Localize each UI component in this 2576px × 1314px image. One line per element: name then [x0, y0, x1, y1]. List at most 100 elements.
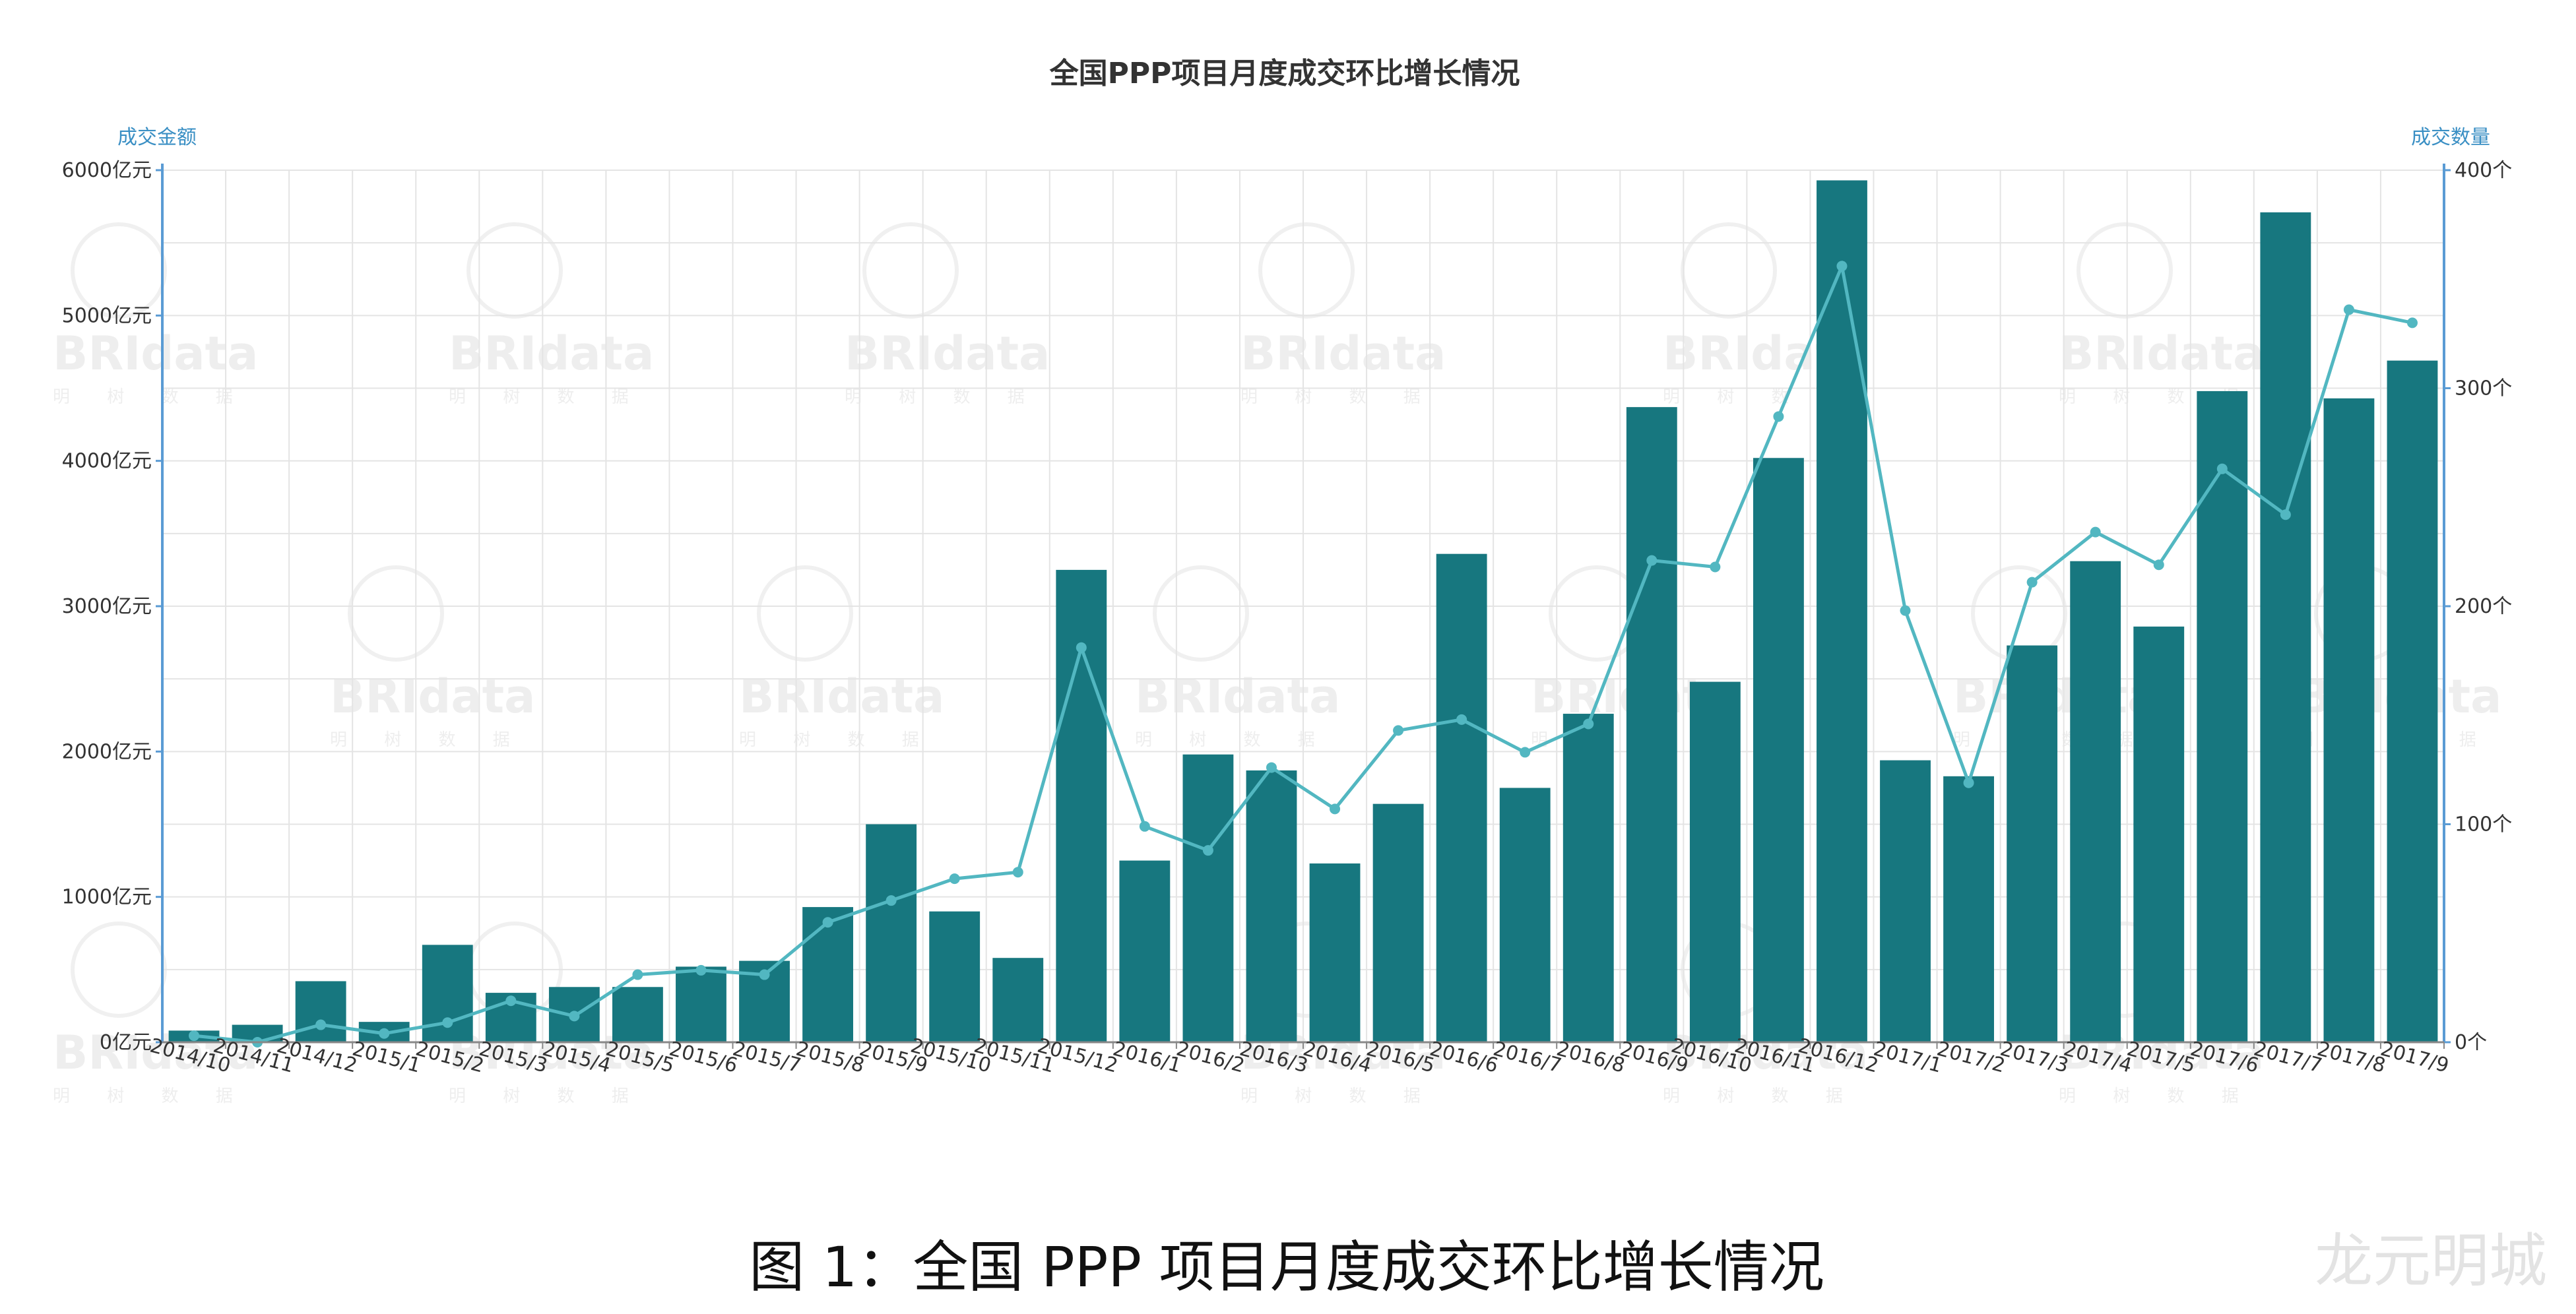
- line-point: [1520, 747, 1531, 758]
- bar: [1182, 754, 1234, 1042]
- corner-mark: 龙元明城: [2315, 1227, 2547, 1295]
- watermark: BRIdata 明 树 数 据: [330, 565, 535, 750]
- watermark-sub: 明 树 数 据: [1135, 730, 1331, 750]
- bar: [2133, 626, 2185, 1042]
- bar: [1309, 863, 1361, 1042]
- left-tick-label: 1000亿元: [62, 886, 152, 909]
- bar: [2387, 360, 2438, 1042]
- watermark-sub: 明 树 数 据: [1663, 1086, 1859, 1106]
- watermark-leaf-icon: [71, 222, 167, 319]
- left-tick-label: 4000亿元: [62, 450, 152, 473]
- axes: [156, 164, 2451, 1049]
- left-tick-label: 6000亿元: [62, 159, 152, 182]
- watermark-sub: 明 树 数 据: [1240, 387, 1436, 407]
- line-path: [193, 260, 2413, 1044]
- left-tick-label: 3000亿元: [62, 595, 152, 618]
- watermark-logo: BRIdata: [845, 327, 1050, 381]
- figure-caption: 图 1：全国 PPP 项目月度成交环比增长情况: [749, 1235, 1824, 1299]
- x-tick-label: 2016/7: [1491, 1038, 1564, 1078]
- bar: [1119, 860, 1171, 1042]
- watermark-logo: BRIdata: [330, 670, 535, 724]
- line-point: [1393, 725, 1404, 736]
- watermark-logo: BRIdata: [1240, 327, 1446, 381]
- line-point: [759, 969, 770, 980]
- x-tick-label: 2015/8: [794, 1038, 867, 1078]
- watermark: BRIdata 明 树 数 据: [53, 222, 258, 407]
- watermark-logo: BRIdata: [449, 327, 654, 381]
- bar: [2197, 391, 2248, 1042]
- watermark-sub: 明 树 数 据: [330, 730, 526, 750]
- line-point: [2153, 559, 2164, 571]
- right-tick-label: 400个: [2455, 159, 2512, 182]
- line-point: [1710, 561, 1721, 573]
- watermark-logo: BRIdata: [2059, 327, 2264, 381]
- chart-title: 全国PPP项目月度成交环比增长情况: [1049, 57, 1520, 90]
- line-point: [1456, 714, 1467, 725]
- watermark-logo: BRIdata: [53, 327, 258, 381]
- bar: [2323, 398, 2375, 1042]
- watermark-leaf-icon: [862, 222, 959, 319]
- x-tick-label: 2015/7: [730, 1038, 804, 1078]
- watermark-logo: BRIdata: [1135, 670, 1340, 724]
- line-point: [2280, 509, 2291, 520]
- line-point: [949, 873, 960, 885]
- right-tick-label: 100个: [2455, 813, 2512, 836]
- x-tick-label: 2016/8: [1554, 1038, 1627, 1078]
- bar: [1626, 407, 1677, 1042]
- bar: [1499, 788, 1551, 1042]
- watermark-sub: 明 树 数 据: [1663, 387, 1859, 407]
- left-tick-label: 2000亿元: [62, 740, 152, 763]
- watermark-sub: 明 树 数 据: [53, 387, 249, 407]
- line-point: [2406, 317, 2418, 328]
- bar: [1817, 180, 1867, 1042]
- bar-series: [168, 180, 2438, 1042]
- bar: [1056, 569, 1107, 1042]
- watermark-leaf-icon: [348, 565, 444, 662]
- watermark-leaf-icon: [1681, 222, 1777, 319]
- line-point: [442, 1017, 453, 1028]
- watermark: BRIdata 明 树 数 据: [1240, 222, 1446, 407]
- watermark-sub: 明 树 数 据: [449, 387, 645, 407]
- watermark-sub: 明 树 数 据: [1240, 1086, 1436, 1106]
- watermark-leaf-icon: [1258, 222, 1355, 319]
- watermark-leaf-icon: [757, 565, 853, 662]
- bar: [295, 981, 346, 1042]
- line-point: [315, 1019, 327, 1030]
- x-tick-label: 2017/1: [1871, 1038, 1945, 1078]
- watermark-leaf-icon: [467, 222, 563, 319]
- watermark-sub: 明 树 数 据: [449, 1086, 645, 1106]
- line-point: [1330, 803, 1341, 815]
- bar: [1372, 803, 1424, 1042]
- watermark-leaf-icon: [71, 922, 167, 1018]
- watermark-sub: 明 树 数 据: [1531, 730, 1727, 750]
- line-point: [569, 1011, 580, 1022]
- line-point: [1076, 642, 1087, 653]
- watermark: BRIdata 明 树 数 据: [1135, 565, 1340, 750]
- line-point: [886, 895, 897, 906]
- line-point: [2090, 526, 2101, 538]
- x-tick-label: 2017/8: [2315, 1038, 2388, 1078]
- bar: [992, 958, 1044, 1042]
- line-point: [505, 995, 517, 1007]
- line-point: [1266, 762, 1277, 773]
- bar: [866, 824, 917, 1042]
- watermark-logo: BRIdata: [739, 670, 944, 724]
- line-point: [2343, 304, 2354, 315]
- x-tick-label: 2015/1: [350, 1038, 423, 1078]
- line-point: [822, 917, 833, 928]
- watermark-sub: 明 树 数 据: [739, 730, 935, 750]
- x-tick-label: 2016/2: [1174, 1038, 1247, 1078]
- x-tick-label: 2017/9: [2378, 1038, 2451, 1078]
- line-point: [695, 964, 707, 976]
- bar: [1246, 770, 1297, 1042]
- line-point: [1963, 777, 1974, 788]
- bar: [1562, 714, 1614, 1042]
- bar: [1753, 458, 1804, 1042]
- watermark-sub: 明 树 数 据: [845, 387, 1041, 407]
- bar: [1689, 681, 1741, 1042]
- line-point: [1139, 821, 1150, 832]
- watermark: BRIdata 明 树 数 据: [845, 222, 1050, 407]
- watermark-logo: BRIdata: [53, 1026, 258, 1080]
